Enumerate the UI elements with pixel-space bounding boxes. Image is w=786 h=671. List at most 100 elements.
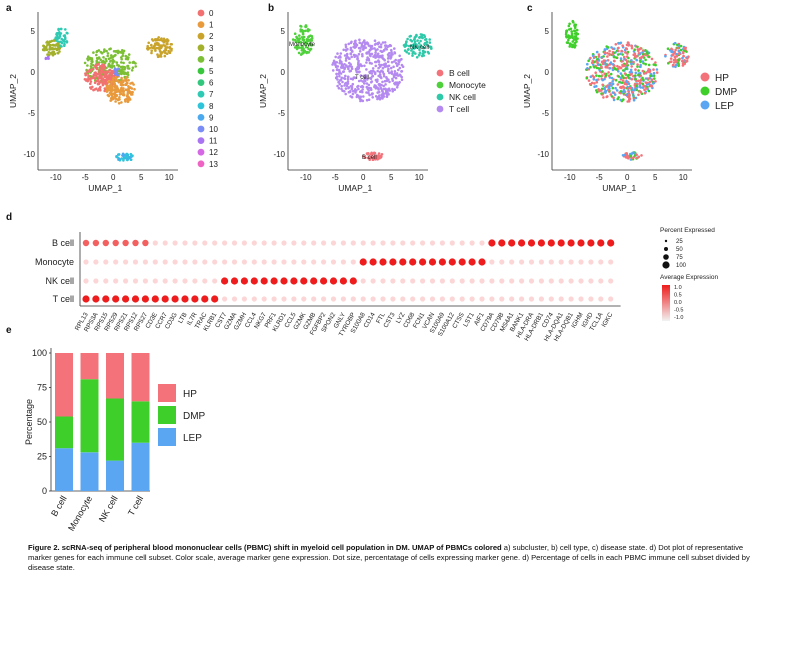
dotplot-dot bbox=[212, 259, 218, 265]
umap-b-point bbox=[301, 38, 305, 41]
umap-a-point bbox=[146, 44, 149, 48]
umap-b-point bbox=[364, 46, 368, 49]
umap-b-point bbox=[377, 152, 381, 155]
umap-c-point bbox=[637, 69, 640, 72]
umap-c-point bbox=[597, 63, 600, 66]
umap-c-point bbox=[629, 68, 633, 72]
umap-c-point bbox=[606, 59, 610, 62]
dotplot-dot bbox=[478, 258, 486, 266]
umap-a-point bbox=[95, 50, 98, 54]
umap-b-point bbox=[336, 52, 339, 55]
umap-c-point bbox=[639, 65, 642, 68]
umap-b-legend-swatch bbox=[436, 69, 444, 77]
umap-a-point bbox=[115, 68, 118, 71]
dotplot-pct-legend-title: Percent Expressed bbox=[660, 227, 715, 234]
umap-b-point bbox=[369, 81, 373, 84]
umap-b-point bbox=[382, 74, 386, 78]
umap-c-point bbox=[622, 90, 626, 93]
dotplot-dot bbox=[578, 296, 584, 302]
umap-b-point bbox=[411, 54, 414, 57]
umap-b-point bbox=[376, 96, 379, 99]
umap-b-point bbox=[407, 44, 411, 48]
umap-c-x-tick-label: 5 bbox=[653, 173, 658, 182]
dotplot-dot bbox=[340, 296, 346, 302]
dotplot-dot bbox=[558, 259, 564, 265]
umap-c-point bbox=[611, 68, 615, 72]
umap-a-point bbox=[113, 92, 116, 95]
umap-c-point bbox=[677, 52, 681, 55]
umap-b-point bbox=[378, 94, 381, 97]
umap-c-point bbox=[604, 63, 607, 66]
umap-b-point bbox=[363, 156, 367, 159]
umap-b-point bbox=[389, 55, 393, 58]
umap-c-x-tick-label: -10 bbox=[564, 173, 576, 182]
umap-b-point bbox=[302, 41, 306, 44]
umap-c-point bbox=[617, 67, 620, 71]
umap-b-point bbox=[386, 60, 390, 63]
umap-a-point bbox=[53, 52, 57, 56]
umap-b-point bbox=[387, 55, 391, 58]
umap-c-point bbox=[623, 72, 627, 75]
umap-b-x-tick-label: -10 bbox=[300, 173, 312, 182]
umap-a-point bbox=[97, 56, 101, 59]
umap-a-point bbox=[51, 53, 55, 57]
umap-b-point bbox=[424, 38, 427, 41]
umap-a-point bbox=[93, 77, 97, 80]
umap-c-point bbox=[653, 77, 656, 80]
umap-a-point bbox=[99, 76, 102, 80]
umap-b-point bbox=[388, 89, 392, 92]
umap-a-point bbox=[99, 85, 102, 89]
umap-c-point bbox=[638, 56, 642, 60]
figure-caption: Figure 2. scRNA-seq of peripheral blood … bbox=[28, 543, 768, 573]
umap-b-point bbox=[378, 63, 381, 66]
umap-c-point bbox=[624, 93, 628, 97]
umap-b-point bbox=[356, 57, 359, 61]
umap-b-cluster-label: NK cell bbox=[410, 45, 429, 51]
umap-c-point bbox=[673, 61, 676, 64]
umap-c-point bbox=[625, 152, 628, 155]
umap-c-point bbox=[644, 53, 647, 57]
umap-b-point bbox=[386, 45, 390, 48]
umap-b-y-tick-label: 5 bbox=[281, 27, 286, 36]
umap-c-point bbox=[594, 71, 597, 74]
umap-c-point bbox=[602, 96, 605, 99]
umap-a-point bbox=[129, 86, 132, 89]
umap-a-point bbox=[122, 90, 125, 94]
umap-c-point bbox=[613, 93, 617, 96]
umap-c-point bbox=[603, 51, 607, 54]
umap-a-x-tick-label: 0 bbox=[111, 173, 116, 182]
umap-c-point bbox=[611, 86, 615, 90]
umap-b-point bbox=[367, 83, 371, 87]
umap-c-point bbox=[636, 63, 639, 66]
dotplot-dot bbox=[320, 277, 328, 285]
umap-b-point bbox=[368, 93, 371, 97]
dotplot-dot bbox=[439, 296, 445, 302]
umap-c-point bbox=[620, 60, 623, 63]
umap-b-point bbox=[373, 39, 377, 42]
umap-a-point bbox=[102, 50, 106, 53]
umap-a-point bbox=[166, 46, 169, 49]
umap-b-point bbox=[367, 91, 370, 95]
umap-c-point bbox=[671, 50, 674, 53]
umap-b-point bbox=[381, 80, 384, 84]
umap-a-point bbox=[50, 51, 53, 55]
bar-segment bbox=[55, 353, 73, 417]
umap-b-point bbox=[350, 40, 353, 44]
umap-c-point bbox=[621, 85, 625, 88]
dotplot-pct-legend-label: 50 bbox=[676, 247, 683, 253]
umap-a-point bbox=[120, 61, 123, 64]
umap-c-point bbox=[654, 63, 657, 67]
dotplot-row-label: T cell bbox=[53, 294, 74, 304]
dotplot-dot bbox=[370, 278, 376, 284]
umap-b-point bbox=[371, 67, 375, 70]
umap-c-point bbox=[573, 46, 576, 49]
umap-a-point bbox=[122, 93, 125, 97]
umap-b-point bbox=[374, 51, 377, 54]
dotplot-dot bbox=[102, 239, 110, 247]
umap-a-point bbox=[106, 70, 109, 73]
umap-a-point bbox=[122, 49, 125, 53]
umap-a-point bbox=[128, 97, 131, 100]
umap-c-point bbox=[605, 66, 609, 69]
umap-b-point bbox=[297, 46, 301, 49]
umap-a-point bbox=[115, 97, 118, 101]
